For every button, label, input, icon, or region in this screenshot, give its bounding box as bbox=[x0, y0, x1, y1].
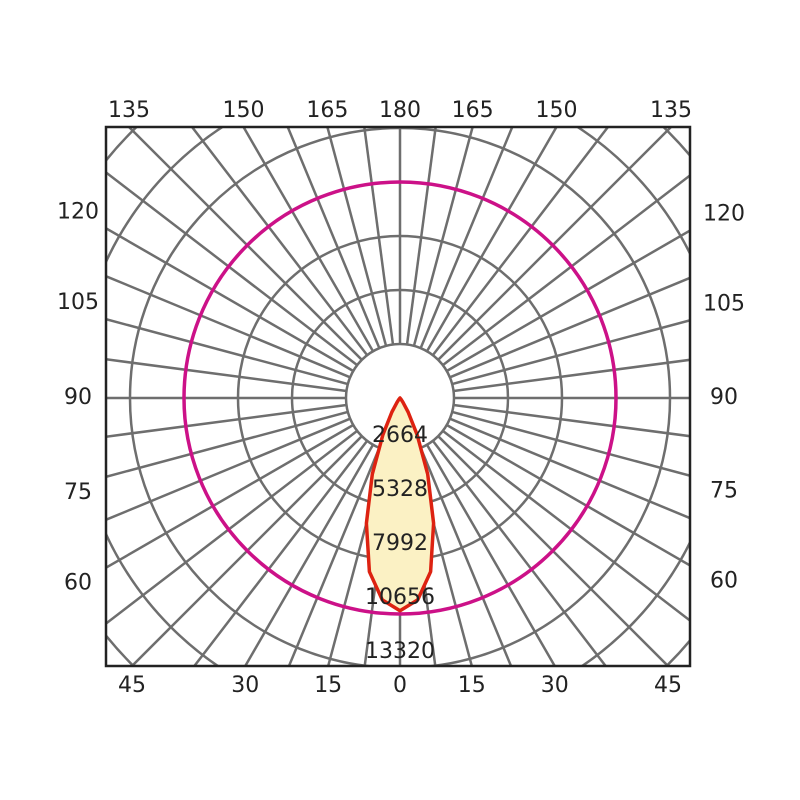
angle-tick-label: 120 bbox=[57, 199, 99, 224]
angle-tick-label: 0 bbox=[393, 673, 407, 698]
frame bbox=[104, 125, 692, 668]
spoke bbox=[431, 440, 608, 666]
angle-tick-label: 75 bbox=[64, 480, 92, 505]
angle-tick-label: 90 bbox=[64, 385, 92, 410]
spoke bbox=[106, 403, 347, 438]
angle-tick-label: 135 bbox=[108, 98, 150, 123]
spoke bbox=[363, 127, 395, 345]
intensity-circle bbox=[182, 180, 618, 616]
spoke bbox=[437, 127, 673, 361]
spoke bbox=[437, 435, 670, 666]
angle-tick-label: 15 bbox=[314, 673, 342, 698]
spoke bbox=[405, 127, 437, 345]
angle-tick-label: 90 bbox=[710, 385, 738, 410]
spoke bbox=[419, 127, 514, 349]
spoke bbox=[442, 429, 690, 623]
spoke bbox=[127, 127, 363, 361]
angle-tick-label: 165 bbox=[452, 98, 494, 123]
spoke bbox=[106, 423, 354, 570]
angle-tick-label: 165 bbox=[306, 98, 348, 123]
spoke bbox=[106, 358, 347, 393]
data-layer bbox=[182, 180, 618, 616]
spoke bbox=[412, 127, 474, 347]
spoke bbox=[431, 127, 610, 356]
radial-tick-label: 10656 bbox=[365, 585, 435, 610]
angle-tick-label: 60 bbox=[710, 568, 738, 593]
spoke bbox=[130, 435, 363, 666]
angle-tick-label: 45 bbox=[118, 673, 146, 698]
spoke bbox=[451, 410, 690, 477]
spoke bbox=[425, 444, 557, 666]
spoke bbox=[425, 127, 558, 352]
angle-tick-label: 105 bbox=[57, 290, 99, 315]
spoke bbox=[446, 423, 690, 567]
angle-tick-label: 60 bbox=[64, 571, 92, 596]
spoke bbox=[242, 127, 375, 352]
spoke bbox=[449, 417, 690, 520]
spoke bbox=[446, 229, 690, 373]
spoke bbox=[326, 127, 388, 347]
angle-tick-label: 180 bbox=[379, 98, 421, 123]
angle-tick-label: 105 bbox=[703, 291, 745, 316]
spoke bbox=[451, 319, 690, 386]
spoke bbox=[442, 173, 690, 367]
spoke bbox=[453, 403, 690, 438]
spoke bbox=[286, 127, 381, 349]
angle-tick-label: 45 bbox=[654, 673, 682, 698]
spoke bbox=[287, 447, 381, 666]
spoke bbox=[106, 274, 351, 379]
angle-tick-label: 135 bbox=[650, 98, 692, 123]
spoke bbox=[449, 276, 690, 379]
spoke bbox=[106, 226, 354, 373]
intensity-curve bbox=[364, 396, 436, 613]
angle-tick-label: 30 bbox=[231, 673, 259, 698]
radial-tick-label: 2664 bbox=[372, 423, 428, 448]
spoke bbox=[106, 417, 351, 522]
spoke bbox=[106, 317, 349, 386]
spoke bbox=[243, 444, 375, 666]
spoke bbox=[419, 447, 513, 666]
spoke bbox=[190, 127, 369, 356]
spoke bbox=[192, 440, 369, 666]
angle-tick-label: 150 bbox=[223, 98, 265, 123]
angle-tick-label: 120 bbox=[703, 202, 745, 227]
radial-tick-label: 13320 bbox=[365, 639, 435, 664]
radial-tick-label: 5328 bbox=[372, 477, 428, 502]
angle-tick-label: 15 bbox=[458, 673, 486, 698]
spoke bbox=[106, 410, 349, 479]
spoke bbox=[106, 429, 358, 626]
angle-tick-label: 75 bbox=[710, 479, 738, 504]
spoke bbox=[453, 358, 690, 393]
radial-tick-label: 7992 bbox=[372, 531, 428, 556]
angle-tick-label: 150 bbox=[535, 98, 577, 123]
spoke bbox=[106, 170, 358, 367]
angle-tick-label: 30 bbox=[541, 673, 569, 698]
